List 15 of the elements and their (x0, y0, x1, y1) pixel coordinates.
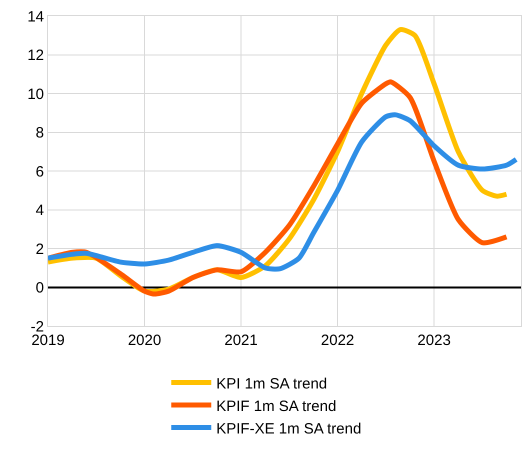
y-tick-label: 12 (27, 47, 44, 64)
x-tick-label: 2023 (417, 332, 451, 349)
legend-label: KPIF 1m SA trend (216, 398, 336, 415)
y-tick-label: 6 (36, 163, 44, 180)
y-tick-label: 14 (27, 8, 44, 26)
y-tick-label: 0 (36, 280, 44, 296)
legend-label: KPIF-XE 1m SA trend (216, 420, 362, 438)
y-tick-label: 4 (36, 202, 44, 219)
x-tick-label: 2020 (128, 332, 162, 349)
x-tick-label: 2022 (320, 332, 354, 349)
y-tick-label: 10 (27, 86, 44, 103)
y-tick-label: 8 (36, 124, 44, 142)
legend-label: KPI 1m SA trend (216, 375, 328, 392)
y-tick-label: 2 (36, 240, 44, 258)
x-tick-label: 2021 (224, 332, 258, 349)
